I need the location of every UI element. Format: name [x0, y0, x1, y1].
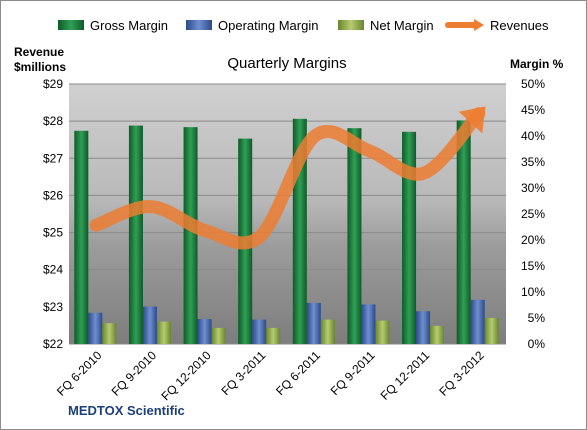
bar-gross-margin — [347, 128, 362, 344]
bar-net-margin — [320, 319, 335, 344]
bar-gross-margin — [456, 120, 471, 345]
legend-label-operating-margin: Operating Margin — [218, 18, 318, 33]
right-axis-tick-label: 25% — [521, 207, 545, 221]
left-axis: $22 $23 $24 $25 $26 $27 $28 $29 — [43, 77, 63, 351]
right-axis-tick-label: 35% — [521, 155, 545, 169]
bar-operating-margin — [470, 299, 485, 344]
left-axis-tick-label: $26 — [43, 188, 63, 202]
legend-label-gross-margin: Gross Margin — [90, 18, 168, 33]
left-axis-tick-label: $28 — [43, 114, 63, 128]
bar-operating-margin — [416, 311, 431, 344]
bar-gross-margin — [128, 125, 143, 344]
left-axis-tick-label: $23 — [43, 300, 63, 314]
bars — [74, 118, 499, 345]
revenue-line — [89, 106, 486, 250]
left-axis-tick-label: $25 — [43, 226, 63, 240]
bar-net-margin — [484, 318, 499, 344]
bar-operating-margin — [252, 319, 267, 344]
left-axis-title-line2: $millions — [14, 60, 66, 74]
right-axis-title: Margin % — [510, 57, 564, 71]
bar-operating-margin — [88, 312, 103, 344]
legend-swatch-operating-margin — [186, 20, 212, 30]
bar-gross-margin — [74, 130, 89, 344]
bar-gross-margin — [183, 127, 198, 344]
bar-operating-margin — [361, 304, 376, 344]
right-axis-tick-label: 10% — [521, 285, 545, 299]
legend-label-net-margin: Net Margin — [370, 18, 434, 33]
bar-net-margin — [430, 325, 445, 344]
bar-operating-margin — [142, 306, 157, 344]
footer-company-name: MEDTOX Scientific — [68, 403, 185, 418]
bar-net-margin — [375, 320, 390, 344]
right-axis-tick-label: 50% — [521, 77, 545, 91]
left-axis-tick-label: $22 — [43, 337, 63, 351]
right-axis: 0% 5% 10% 15% 20% 25% 30% 35% 40% 45% 50% — [521, 77, 545, 351]
right-axis-tick-label: 0% — [528, 337, 546, 351]
left-axis-tick-label: $27 — [43, 151, 63, 165]
right-axis-tick-label: 40% — [521, 129, 545, 143]
left-axis-title-line1: Revenue — [14, 45, 64, 59]
bar-operating-margin — [306, 302, 321, 344]
right-axis-tick-label: 5% — [528, 311, 546, 325]
right-axis-tick-label: 20% — [521, 233, 545, 247]
legend-swatch-gross-margin — [58, 20, 84, 30]
left-axis-tick-label: $24 — [43, 263, 63, 277]
right-axis-tick-label: 45% — [521, 103, 545, 117]
bar-net-margin — [266, 327, 281, 344]
left-axis-tick-label: $29 — [43, 77, 63, 91]
revenue-line-arrowhead — [458, 106, 486, 134]
legend: Gross Margin Operating Margin Net Margin… — [58, 18, 549, 33]
bar-net-margin — [156, 321, 171, 344]
bar-gross-margin — [402, 131, 417, 344]
revenue-line-path — [89, 107, 486, 250]
right-axis-tick-label: 30% — [521, 181, 545, 195]
right-axis-tick-label: 15% — [521, 259, 545, 273]
bar-net-margin — [211, 327, 226, 344]
legend-swatch-net-margin — [338, 20, 364, 30]
legend-swatch-revenues-arrow — [474, 19, 484, 31]
chart-title: Quarterly Margins — [227, 55, 346, 72]
bar-operating-margin — [197, 319, 212, 344]
bar-net-margin — [102, 323, 117, 344]
legend-label-revenues: Revenues — [490, 18, 549, 33]
